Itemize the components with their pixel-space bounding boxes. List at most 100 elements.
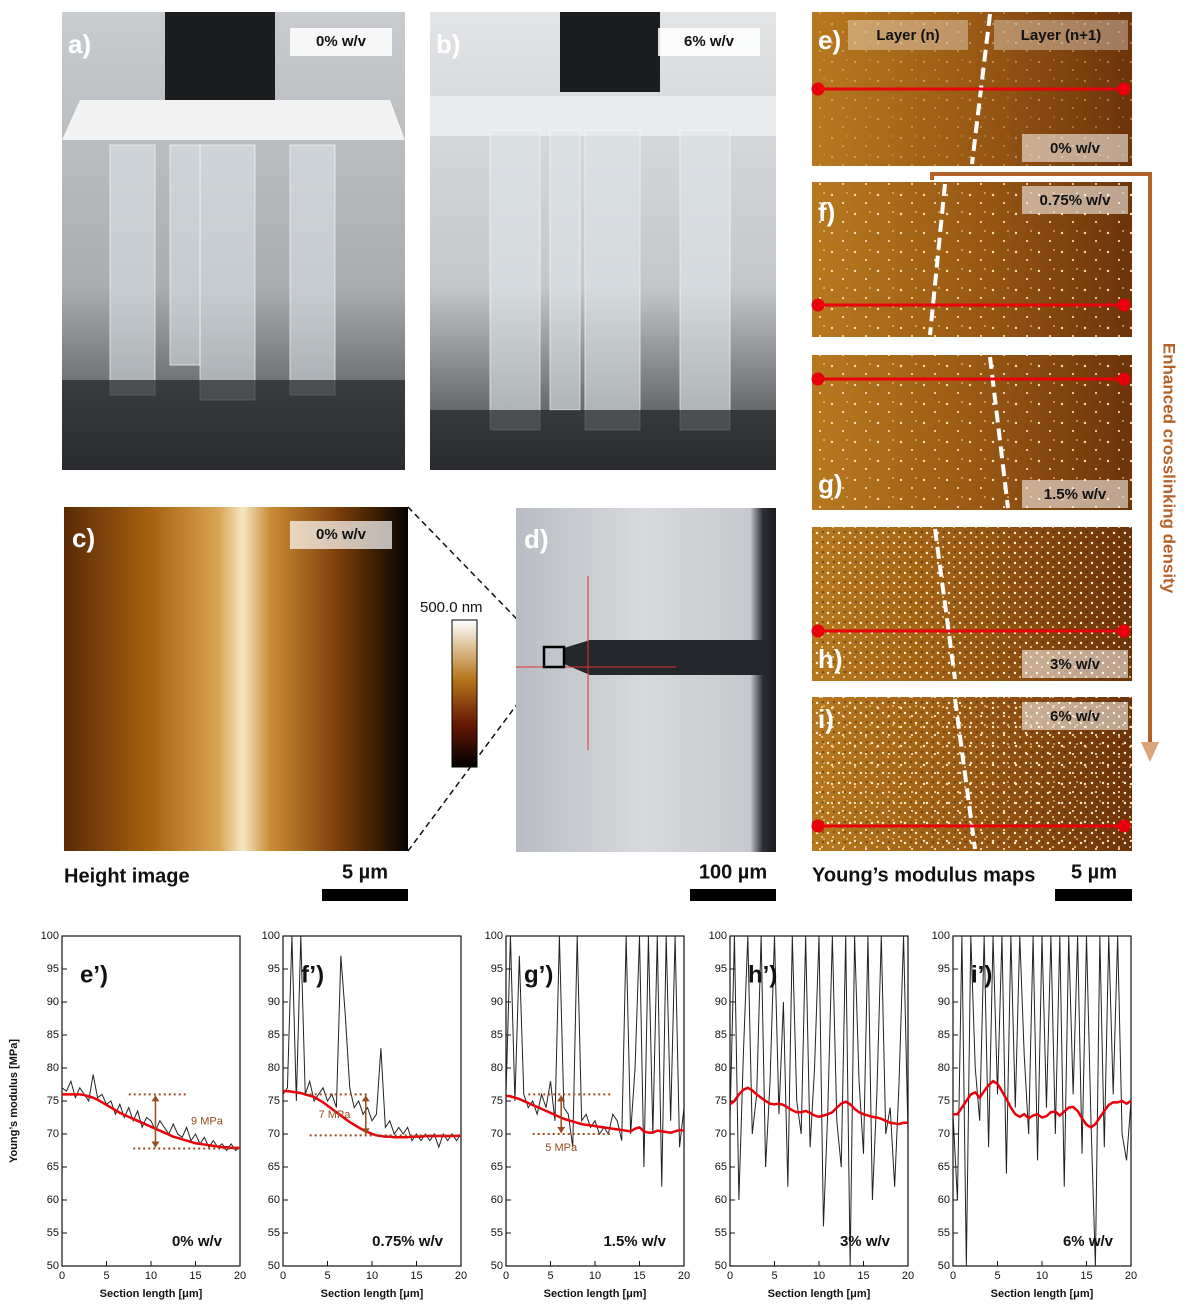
caption: Young’s modulus maps (812, 864, 1035, 886)
data-line (953, 936, 1131, 1266)
bracket-label: 5 MPa (545, 1142, 578, 1154)
y-tick-label: 50 (938, 1260, 950, 1272)
y-tick-label: 90 (268, 996, 280, 1008)
chart-title: g’) (524, 961, 553, 988)
x-tick-label: 15 (633, 1270, 645, 1282)
y-tick-label: 95 (715, 963, 727, 975)
x-tick-label: 10 (366, 1270, 378, 1282)
y-tick-label: 75 (491, 1095, 503, 1107)
chart-title: e’) (80, 961, 108, 988)
annotation: 1.5% w/v (603, 1233, 666, 1250)
layer-label: Layer (n+1) (1021, 27, 1101, 44)
y-tick-label: 90 (938, 996, 950, 1008)
y-tick-label: 55 (938, 1227, 950, 1239)
y-tick-label: 85 (715, 1029, 727, 1041)
annotation: 6% w/v (1063, 1233, 1114, 1250)
arrow-head (557, 1127, 566, 1133)
x-tick-label: 20 (234, 1270, 246, 1282)
chart-title: i’) (971, 961, 992, 988)
y-tick-label: 50 (268, 1260, 280, 1272)
x-tick-label: 5 (771, 1270, 777, 1282)
data-line (62, 1093, 240, 1150)
data-line (506, 936, 684, 1187)
y-tick-label: 100 (932, 930, 950, 942)
x-tick-label: 5 (103, 1270, 109, 1282)
arrow-label: Enhanced crosslinking density (1160, 343, 1179, 594)
x-tick-label: 20 (902, 1270, 914, 1282)
arrow-head (557, 1095, 566, 1102)
y-tick-label: 75 (938, 1095, 950, 1107)
y-tick-label: 95 (938, 963, 950, 975)
panel-tag: 0% w/v (1050, 140, 1101, 157)
panel-label: a) (68, 29, 91, 59)
chart-title: f’) (301, 961, 324, 988)
x-tick-label: 20 (1125, 1270, 1137, 1282)
photo-a: a) 0% w/v (62, 12, 405, 470)
y-tick-label: 65 (491, 1161, 503, 1173)
y-tick-label: 75 (47, 1095, 59, 1107)
caption: Height image (64, 865, 190, 887)
panel-label: e) (818, 25, 841, 55)
x-tick-label: 5 (324, 1270, 330, 1282)
x-tick-label: 10 (813, 1270, 825, 1282)
bracket-label: 7 MPa (319, 1109, 352, 1121)
y-tick-label: 65 (715, 1161, 727, 1173)
bracket-label: 9 MPa (191, 1115, 224, 1127)
y-tick-label: 95 (47, 963, 59, 975)
panel-label: f) (818, 197, 835, 227)
layer-label: Layer (n) (876, 27, 939, 44)
x-tick-label: 10 (589, 1270, 601, 1282)
y-tick-label: 70 (491, 1128, 503, 1140)
x-tick-label: 10 (1036, 1270, 1048, 1282)
panel-tag: 3% w/v (1050, 656, 1101, 673)
x-tick-label: 5 (994, 1270, 1000, 1282)
scale-label: 100 µm (699, 861, 767, 883)
y-tick-label: 95 (491, 963, 503, 975)
x-tick-label: 20 (455, 1270, 467, 1282)
panel-label: c) (72, 523, 95, 553)
y-tick-label: 85 (47, 1029, 59, 1041)
y-tick-label: 65 (47, 1161, 59, 1173)
y-tick-label: 55 (491, 1227, 503, 1239)
chart-title: h’) (748, 961, 777, 988)
y-tick-label: 90 (715, 996, 727, 1008)
x-tick-label: 0 (950, 1270, 956, 1282)
y-tick-label: 80 (938, 1062, 950, 1074)
x-axis-label: Section length [μm] (544, 1288, 647, 1300)
colorbar-label: 500.0 nm (420, 599, 483, 616)
x-tick-label: 0 (727, 1270, 733, 1282)
panel-label: b) (436, 29, 461, 59)
panel-label: g) (818, 469, 843, 499)
x-axis-label: Section length [μm] (100, 1288, 203, 1300)
y-tick-label: 60 (715, 1194, 727, 1206)
y-tick-label: 75 (268, 1095, 280, 1107)
microscope: d) 100 µm (516, 508, 776, 901)
x-tick-label: 15 (1080, 1270, 1092, 1282)
y-axis-label: Young’s modulus [MPa] (8, 1039, 20, 1163)
x-tick-label: 20 (678, 1270, 690, 1282)
y-tick-label: 80 (491, 1062, 503, 1074)
y-tick-label: 100 (709, 930, 727, 942)
panel-label: h) (818, 644, 843, 674)
x-tick-label: 15 (189, 1270, 201, 1282)
y-tick-label: 100 (262, 930, 280, 942)
y-tick-label: 75 (715, 1095, 727, 1107)
y-tick-label: 50 (491, 1260, 503, 1272)
arrow-head (361, 1128, 370, 1135)
y-tick-label: 70 (268, 1128, 280, 1140)
y-tick-label: 60 (938, 1194, 950, 1206)
y-tick-label: 85 (491, 1029, 503, 1041)
y-tick-label: 90 (47, 996, 59, 1008)
panel-tag: 6% w/v (684, 33, 735, 50)
y-tick-label: 90 (491, 996, 503, 1008)
panel-label: d) (524, 524, 549, 554)
y-tick-label: 60 (268, 1194, 280, 1206)
data-line (953, 1079, 1131, 1129)
data-line (506, 1094, 684, 1134)
y-tick-label: 100 (41, 930, 59, 942)
x-axis-label: Section length [μm] (321, 1288, 424, 1300)
y-tick-label: 50 (715, 1260, 727, 1272)
data-line (283, 936, 461, 1149)
panel-tag: 0.75% w/v (1040, 192, 1112, 209)
